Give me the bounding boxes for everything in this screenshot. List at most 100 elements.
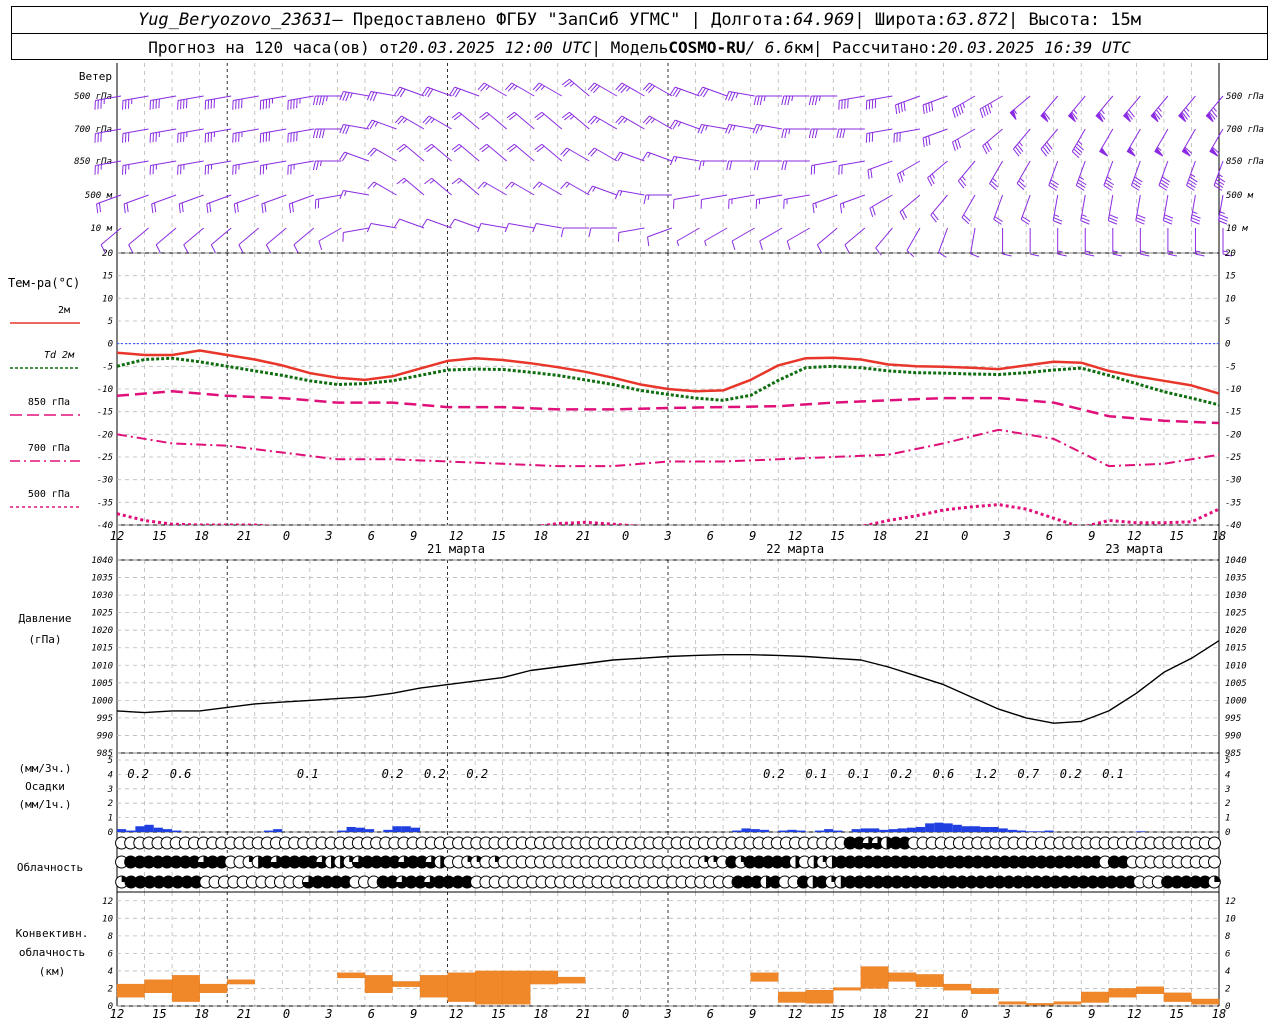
wind-barb [752, 123, 783, 134]
precip-bar [153, 827, 163, 832]
precip-bar [971, 826, 981, 832]
time-tick-label-bottom: 21 [576, 1007, 590, 1021]
temp-ytick-left: -15 [97, 408, 113, 418]
day-label: 22 марта [766, 542, 824, 556]
wind-barb [155, 227, 177, 254]
wind-barb [669, 119, 700, 130]
wind-barb [614, 151, 645, 162]
convective-cloud-bar [474, 970, 503, 1005]
precip-bar [273, 829, 283, 832]
wind-barb [938, 227, 948, 258]
wind-barb [1135, 194, 1146, 225]
wind-barb [808, 128, 838, 139]
temp-legend-label: 2м [58, 305, 70, 316]
precip-bar [824, 829, 834, 832]
conv-ytick-left: 6 [108, 949, 113, 959]
convective-cloud-bar [227, 979, 255, 985]
convective-cloud-bar [970, 988, 999, 994]
precip-bar [337, 830, 347, 832]
time-tick-label-bottom: 0 [961, 1007, 968, 1021]
time-tick-label: 3 [663, 529, 671, 543]
wind-barb [781, 128, 810, 139]
wind-barb [367, 181, 397, 196]
time-tick-label: 6 [368, 529, 375, 543]
wind-barb [424, 177, 452, 196]
precip-total-label: 1.2 [975, 767, 997, 781]
wind-barb [697, 123, 728, 134]
wind-barb [642, 151, 673, 162]
time-tick-label: 0 [961, 529, 968, 543]
wind-barb [979, 95, 1003, 118]
convective-cloud-bar [1136, 986, 1165, 994]
wind-barb [1016, 160, 1031, 191]
temp-ytick-left: -30 [97, 476, 113, 486]
time-tick-label-bottom: 18 [195, 1007, 209, 1021]
temp-legend-label: 500 гПа [28, 489, 70, 500]
header-box: Yug_Beryozovo_23631 — Предоставлено ФГБУ… [11, 6, 1268, 60]
wind-barb [96, 194, 122, 214]
time-tick-label: 0 [622, 529, 629, 543]
precip-unit-3h: (мм/3ч.) [19, 762, 72, 775]
wind-barb [704, 227, 728, 246]
wind-barb [982, 128, 1003, 155]
wind-barb [312, 160, 342, 171]
wind-barb [422, 115, 452, 130]
temp-ytick-right: 15 [1225, 272, 1236, 282]
longitude-value: 64.969 [793, 10, 855, 30]
wind-barb [726, 160, 755, 171]
series-700hpa-line [117, 428, 1219, 468]
time-tick-label-bottom: 21 [237, 1007, 251, 1021]
conv-ytick-right: 12 [1225, 897, 1236, 907]
temp-ytick-right: -25 [1225, 453, 1241, 463]
cloud-cover-symbol [351, 855, 365, 869]
wind-barb [1154, 128, 1169, 157]
precip-bar [879, 829, 889, 832]
precip-total-label: 0.6 [933, 767, 955, 781]
precip-bar [888, 829, 898, 832]
wind-barb [1040, 128, 1059, 157]
wind-barb [100, 227, 122, 254]
conv-ytick-left: 4 [108, 967, 113, 977]
conv-ytick-left: 8 [108, 932, 113, 942]
convective-cloud-bar [199, 983, 228, 993]
wind-barb [1052, 194, 1063, 225]
precip-total-label: 0.2 [890, 767, 912, 781]
wind-barb [587, 147, 618, 162]
time-tick-label-bottom: 0 [622, 1007, 629, 1021]
time-tick-label: 21 [237, 529, 251, 543]
pressure-unit: (гПа) [28, 633, 61, 646]
precip-bar [814, 830, 825, 832]
temp-ytick-left: -35 [97, 498, 113, 508]
wind-barb [506, 143, 535, 162]
wind-barb [725, 123, 755, 134]
precip-total-label: 0.2 [382, 767, 404, 781]
wind-barb [1217, 194, 1229, 225]
precip-total-label: 0.2 [466, 767, 488, 781]
conv-ytick-left: 0 [108, 1002, 113, 1012]
precip-bar [989, 826, 999, 832]
temp-ytick-right: -5 [1225, 362, 1236, 372]
wind-barb [895, 95, 921, 115]
wind-barb [838, 160, 865, 175]
wind-barb [394, 86, 425, 98]
time-tick-label: 12 [1127, 529, 1141, 543]
time-tick-label: 9 [410, 529, 417, 543]
precip-bar [778, 830, 788, 832]
pressure-ytick-left: 1025 [91, 609, 113, 619]
convective-cloud-bar [860, 966, 889, 989]
wind-barb [1013, 128, 1031, 157]
convective-cloud-bar [530, 970, 558, 985]
convective-cloud-bar [557, 976, 586, 984]
cloud-cover-symbol [861, 836, 875, 850]
wind-barb [1205, 95, 1224, 123]
wind-barb [970, 227, 980, 258]
pressure-ytick-right: 1040 [1225, 556, 1247, 566]
precip-bar [135, 826, 145, 832]
wind-barb [1080, 194, 1090, 225]
provider-text: — Предоставлено ФГБУ "ЗапСиб УГМС" | Дол… [332, 10, 793, 30]
wind-barb [560, 181, 590, 196]
wind-barb [838, 95, 865, 110]
wind-barb [149, 160, 177, 175]
time-tick-label: 12 [110, 529, 124, 543]
wind-barb [421, 86, 452, 98]
